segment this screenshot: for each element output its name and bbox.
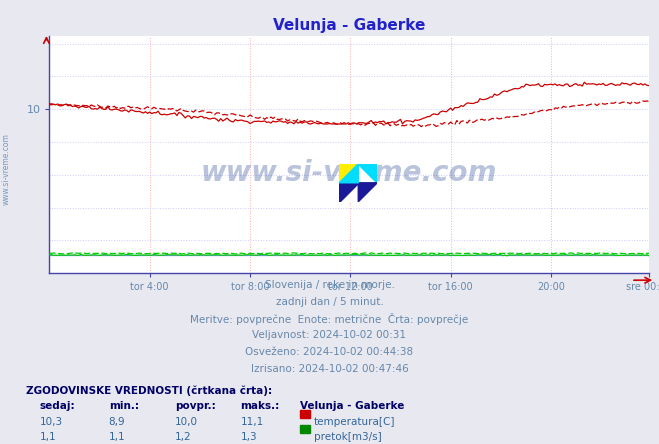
Text: 1,2: 1,2: [175, 432, 191, 442]
Text: maks.:: maks.:: [241, 401, 280, 412]
Text: 1,1: 1,1: [40, 432, 56, 442]
Polygon shape: [358, 164, 377, 183]
Text: Velunja - Gaberke: Velunja - Gaberke: [300, 401, 404, 412]
Text: zadnji dan / 5 minut.: zadnji dan / 5 minut.: [275, 297, 384, 307]
Text: ZGODOVINSKE VREDNOSTI (črtkana črta):: ZGODOVINSKE VREDNOSTI (črtkana črta):: [26, 385, 272, 396]
Text: sedaj:: sedaj:: [40, 401, 75, 412]
Text: www.si-vreme.com: www.si-vreme.com: [201, 159, 498, 187]
Text: 10,3: 10,3: [40, 416, 63, 427]
Text: Izrisano: 2024-10-02 00:47:46: Izrisano: 2024-10-02 00:47:46: [250, 364, 409, 374]
Text: www.si-vreme.com: www.si-vreme.com: [2, 133, 11, 205]
Text: Osveženo: 2024-10-02 00:44:38: Osveženo: 2024-10-02 00:44:38: [245, 347, 414, 357]
Polygon shape: [339, 164, 358, 183]
Text: min.:: min.:: [109, 401, 139, 412]
Text: povpr.:: povpr.:: [175, 401, 215, 412]
Text: Slovenija / reke in morje.: Slovenija / reke in morje.: [264, 280, 395, 290]
Text: 8,9: 8,9: [109, 416, 125, 427]
Text: Veljavnost: 2024-10-02 00:31: Veljavnost: 2024-10-02 00:31: [252, 330, 407, 341]
Text: 1,3: 1,3: [241, 432, 257, 442]
Text: Meritve: povprečne  Enote: metrične  Črta: povprečje: Meritve: povprečne Enote: metrične Črta:…: [190, 313, 469, 325]
Title: Velunja - Gaberke: Velunja - Gaberke: [273, 18, 426, 33]
Text: 10,0: 10,0: [175, 416, 198, 427]
Text: temperatura[C]: temperatura[C]: [314, 416, 395, 427]
Polygon shape: [358, 183, 377, 202]
Text: 1,1: 1,1: [109, 432, 125, 442]
Text: 11,1: 11,1: [241, 416, 264, 427]
Polygon shape: [339, 164, 358, 183]
Polygon shape: [339, 183, 358, 202]
Text: pretok[m3/s]: pretok[m3/s]: [314, 432, 382, 442]
